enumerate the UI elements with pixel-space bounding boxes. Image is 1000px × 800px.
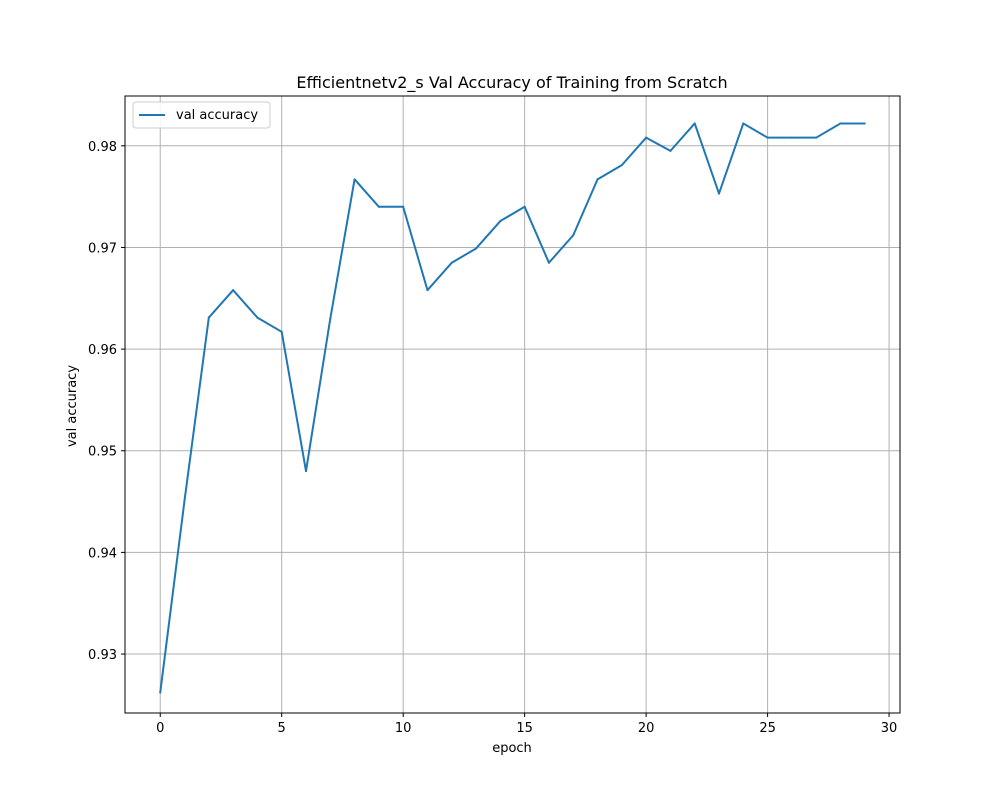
data-point — [766, 136, 769, 139]
data-point — [377, 205, 380, 208]
data-point — [450, 261, 453, 264]
data-point — [475, 247, 478, 250]
x-axis-label: epoch — [492, 741, 532, 756]
data-point — [256, 316, 259, 319]
y-tick-label: 0.93 — [88, 648, 117, 663]
legend: val accuracy — [132, 101, 271, 129]
legend-label: val accuracy — [176, 108, 258, 123]
data-point — [426, 289, 429, 292]
data-point — [620, 164, 623, 167]
x-tick-label: 25 — [759, 721, 776, 736]
y-tick-label: 0.96 — [88, 343, 117, 358]
data-point — [402, 205, 405, 208]
data-point — [645, 136, 648, 139]
data-point — [718, 192, 721, 195]
y-tick-label: 0.97 — [88, 241, 117, 256]
x-tick-label: 5 — [278, 721, 286, 736]
data-point — [547, 261, 550, 264]
data-point — [572, 234, 575, 237]
y-axis-label: val accuracy — [65, 365, 80, 447]
data-point — [499, 220, 502, 223]
data-point — [863, 122, 866, 125]
data-point — [815, 136, 818, 139]
axis-ticks: 0 5 10 15 20 25 30 0.93 0.94 0.95 0.96 0.97 0.98 — [88, 140, 897, 736]
data-point — [280, 330, 283, 333]
series-lines — [159, 122, 866, 694]
data-point — [353, 178, 356, 181]
data-point — [159, 691, 162, 694]
data-point — [669, 149, 672, 152]
grid — [125, 96, 900, 713]
data-point — [304, 470, 307, 473]
data-point — [523, 205, 526, 208]
data-point — [207, 316, 210, 319]
x-tick-label: 20 — [638, 721, 655, 736]
data-point — [232, 289, 235, 292]
data-point — [329, 317, 332, 320]
series-line-val-accuracy — [159, 122, 865, 693]
x-tick-label: 15 — [516, 721, 533, 736]
x-tick-label: 30 — [881, 721, 898, 736]
legend-frame — [132, 101, 271, 129]
data-point — [596, 178, 599, 181]
x-tick-label: 10 — [395, 721, 412, 736]
y-tick-label: 0.94 — [88, 546, 117, 561]
y-tick-label: 0.95 — [88, 445, 117, 460]
y-tick-label: 0.98 — [88, 140, 117, 155]
data-point — [742, 122, 745, 125]
chart-title: Efficientnetv2_s Val Accuracy of Trainin… — [296, 73, 727, 93]
data-point — [183, 499, 186, 502]
data-point — [790, 136, 793, 139]
data-point — [839, 122, 842, 125]
x-tick-label: 0 — [156, 721, 164, 736]
plot-frame — [124, 95, 901, 714]
data-point — [693, 122, 696, 125]
